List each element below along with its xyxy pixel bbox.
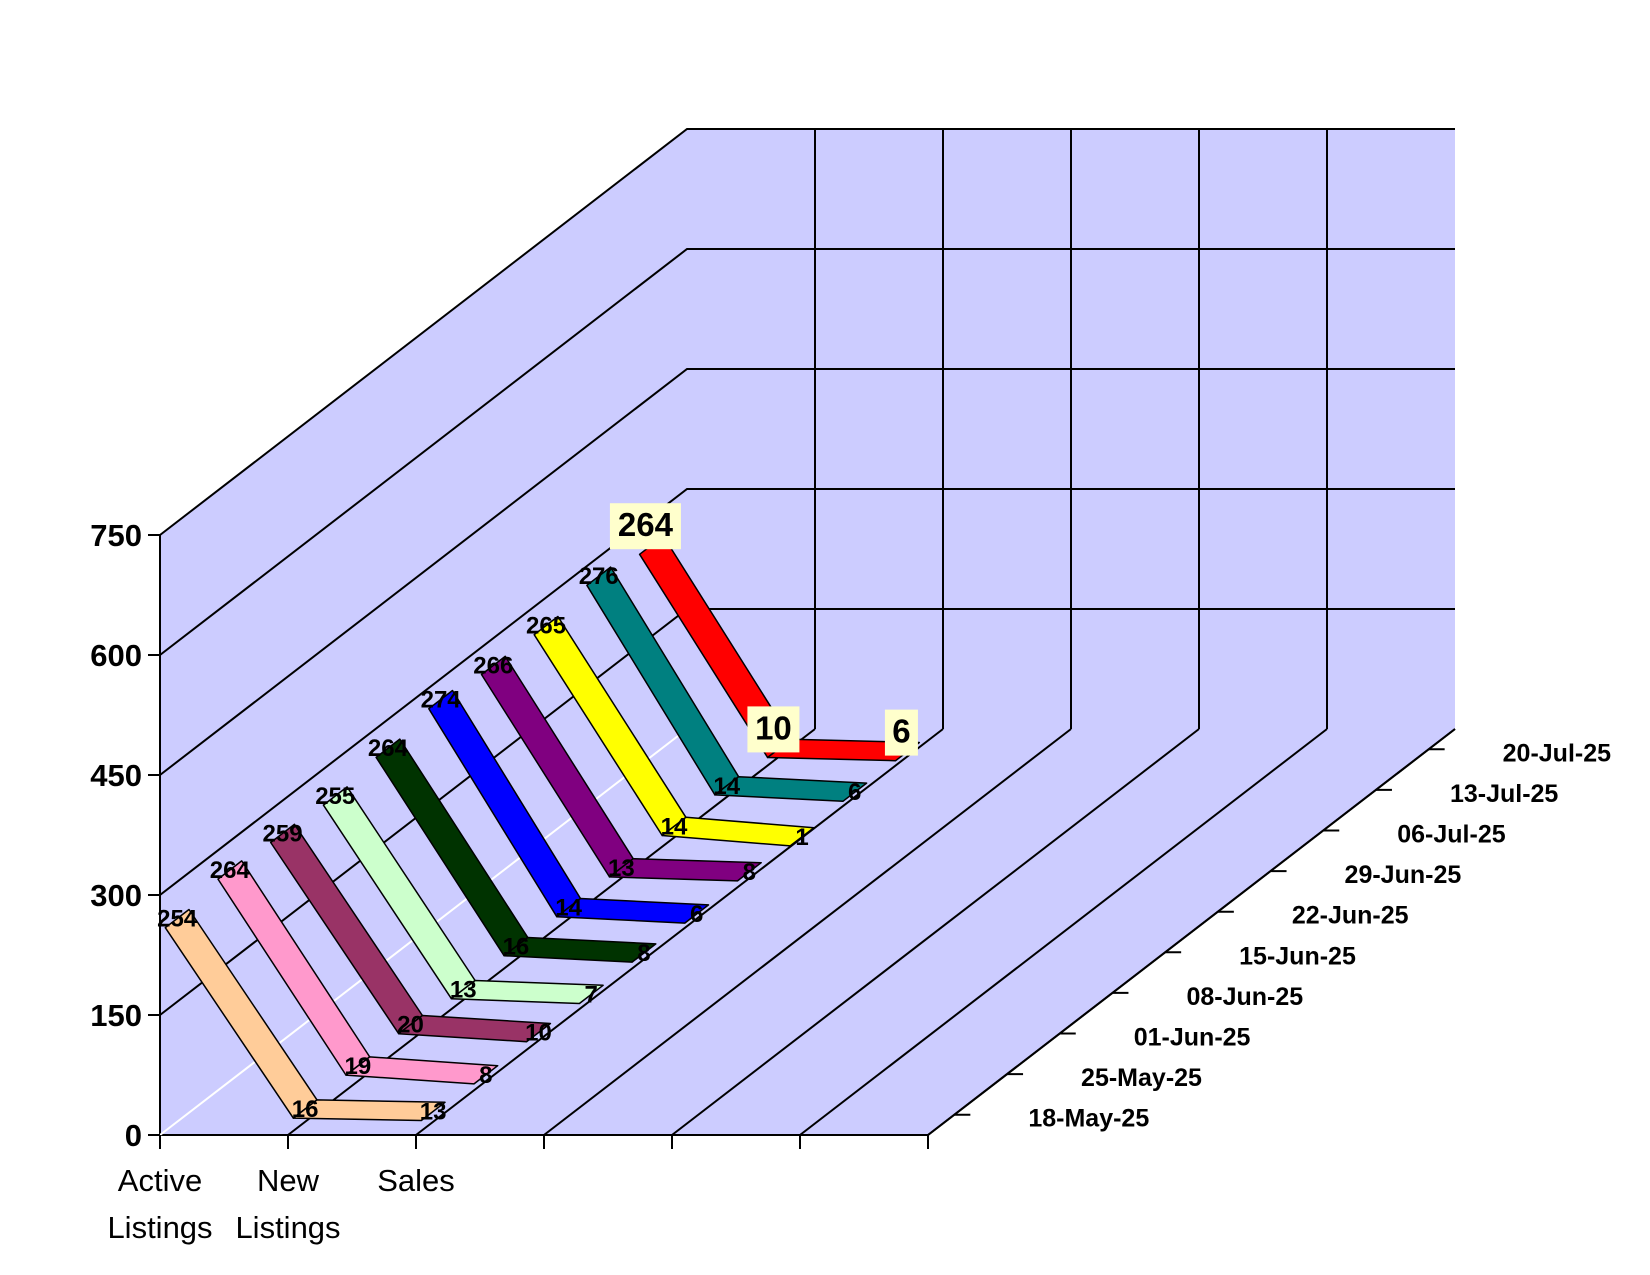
data-label: 264 [210, 857, 251, 884]
data-label: 10 [525, 1020, 552, 1047]
depth-series-label: 01-Jun-25 [1134, 1024, 1251, 1052]
series-segment [397, 1014, 552, 1043]
data-label: 14 [661, 813, 688, 840]
data-label: 14 [555, 895, 582, 922]
gridline-floor [671, 728, 1200, 1136]
depth-series-label: 15-Jun-25 [1239, 942, 1356, 970]
data-label: 16 [503, 934, 530, 961]
side-wall [160, 129, 687, 1135]
depth-series-label: 22-Jun-25 [1292, 902, 1409, 930]
y-tick-label: 0 [125, 1118, 142, 1153]
series-segment [608, 857, 762, 882]
depth-series-label: 25-May-25 [1081, 1064, 1202, 1092]
data-label: 265 [526, 613, 566, 640]
series-segment [661, 816, 815, 847]
depth-axis [927, 728, 1456, 1136]
depth-series-label: 06-Jul-25 [1397, 821, 1505, 849]
y-tick-label: 750 [90, 518, 142, 553]
data-label: 274 [421, 687, 462, 714]
x-category-label: Listings [107, 1210, 212, 1245]
data-label: 276 [579, 563, 619, 590]
depth-series-label: 20-Jul-25 [1503, 739, 1611, 767]
data-label: 264 [618, 506, 674, 543]
data-label: 6 [892, 713, 910, 750]
data-label: 14 [713, 773, 740, 800]
x-category-label: Active [118, 1163, 202, 1198]
depth-series-label: 29-Jun-25 [1345, 861, 1462, 889]
data-label: 16 [292, 1096, 319, 1123]
x-category-label: Sales [377, 1163, 455, 1198]
data-label-box [747, 706, 800, 753]
data-label: 8 [743, 859, 756, 886]
data-label: 6 [848, 779, 861, 806]
chart-axes: 0 150 300 450 600 750 Active Listings New Listing… [90, 518, 1611, 1245]
data-label-box [609, 503, 681, 550]
data-label: 20 [397, 1012, 424, 1039]
series-segment [450, 979, 604, 1005]
data-label: 266 [473, 652, 513, 679]
depth-series-label: 13-Jul-25 [1450, 780, 1558, 808]
data-label: 10 [755, 709, 792, 746]
data-label: 19 [344, 1053, 371, 1080]
depth-series-label: 08-Jun-25 [1186, 983, 1303, 1011]
x-category-label: New [257, 1163, 320, 1198]
data-label: 13 [608, 855, 635, 882]
series-segment [556, 897, 710, 924]
gridline-floor [799, 728, 1328, 1136]
data-label: 13 [420, 1098, 447, 1125]
data-label: 264 [368, 735, 409, 762]
series-segment [503, 936, 657, 963]
y-tick-label: 300 [90, 878, 142, 913]
y-tick-label: 600 [90, 638, 142, 673]
gridline-floor [543, 728, 1072, 1136]
gridline-floor [415, 728, 944, 1136]
data-label: 13 [450, 977, 477, 1004]
chart-series [164, 535, 921, 1122]
data-label-box [884, 709, 918, 756]
y-tick-label: 450 [90, 758, 142, 793]
depth-series-label: 18-May-25 [1028, 1105, 1149, 1133]
data-label: 8 [479, 1062, 492, 1089]
series-segment [345, 1056, 499, 1085]
series-segment [292, 1099, 446, 1122]
data-label: 8 [637, 940, 650, 967]
data-label: 7 [585, 981, 598, 1008]
data-label: 254 [157, 906, 198, 933]
data-label: 6 [690, 901, 703, 928]
data-label: 1 [795, 824, 808, 851]
data-label: 259 [263, 820, 303, 847]
series-segment [714, 775, 868, 803]
x-category-label: Listings [235, 1210, 340, 1245]
data-label: 255 [315, 783, 355, 810]
y-tick-label: 150 [90, 998, 142, 1033]
